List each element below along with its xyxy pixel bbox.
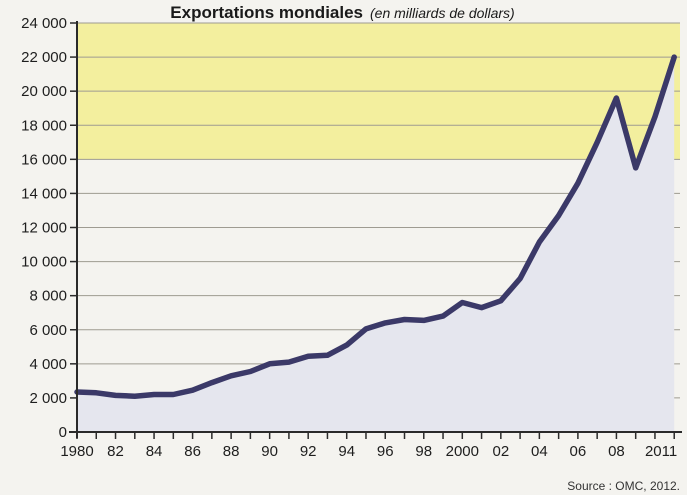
y-tick-label: 24 000 xyxy=(21,15,67,32)
y-tick-label: 20 000 xyxy=(21,83,67,100)
y-tick-label: 10 000 xyxy=(21,254,67,271)
y-tick-label: 16 000 xyxy=(21,151,67,168)
y-tick-labels: 0 2 000 4 000 6 000 8 000 10 000 12 000 14 000 1… xyxy=(21,15,67,441)
x-tick-labels: 1980 82 84 86 88 90 92 94 96 98 2000 02 04 06 08 2011 xyxy=(60,443,677,460)
x-tick-label: 88 xyxy=(223,443,240,460)
x-tick-label: 84 xyxy=(146,443,163,460)
y-tick-label: 2 000 xyxy=(29,390,67,407)
y-tick-label: 0 xyxy=(59,424,67,441)
chart-title: Exportations mondiales xyxy=(170,3,363,22)
x-tick-label: 06 xyxy=(570,443,587,460)
y-tick-label: 8 000 xyxy=(29,288,67,305)
x-tick-label: 96 xyxy=(377,443,394,460)
x-tick-label: 82 xyxy=(107,443,124,460)
x-tick-label: 86 xyxy=(184,443,201,460)
x-tick-label: 98 xyxy=(415,443,432,460)
y-tick-label: 22 000 xyxy=(21,49,67,66)
source-note: Source : OMC, 2012. xyxy=(567,479,680,493)
x-tick-label: 2000 xyxy=(446,443,479,460)
axes xyxy=(69,21,682,439)
x-tick-label: 94 xyxy=(338,443,355,460)
x-tick-label: 02 xyxy=(492,443,509,460)
x-tick-label: 90 xyxy=(261,443,278,460)
y-tick-label: 18 000 xyxy=(21,117,67,134)
area-fill xyxy=(77,57,675,432)
x-tick-label: 1980 xyxy=(60,443,93,460)
y-tick-label: 6 000 xyxy=(29,322,67,339)
series-line xyxy=(74,54,677,399)
x-tick-label: 2011 xyxy=(645,443,677,460)
y-tick-label: 14 000 xyxy=(21,185,67,202)
x-tick-label: 08 xyxy=(608,443,625,460)
x-tick-label: 04 xyxy=(531,443,548,460)
chart-subtitle: (en milliards de dollars) xyxy=(370,5,515,21)
y-tick-label: 4 000 xyxy=(29,356,67,373)
x-tick-label: 92 xyxy=(300,443,317,460)
y-tick-label: 12 000 xyxy=(21,220,67,237)
